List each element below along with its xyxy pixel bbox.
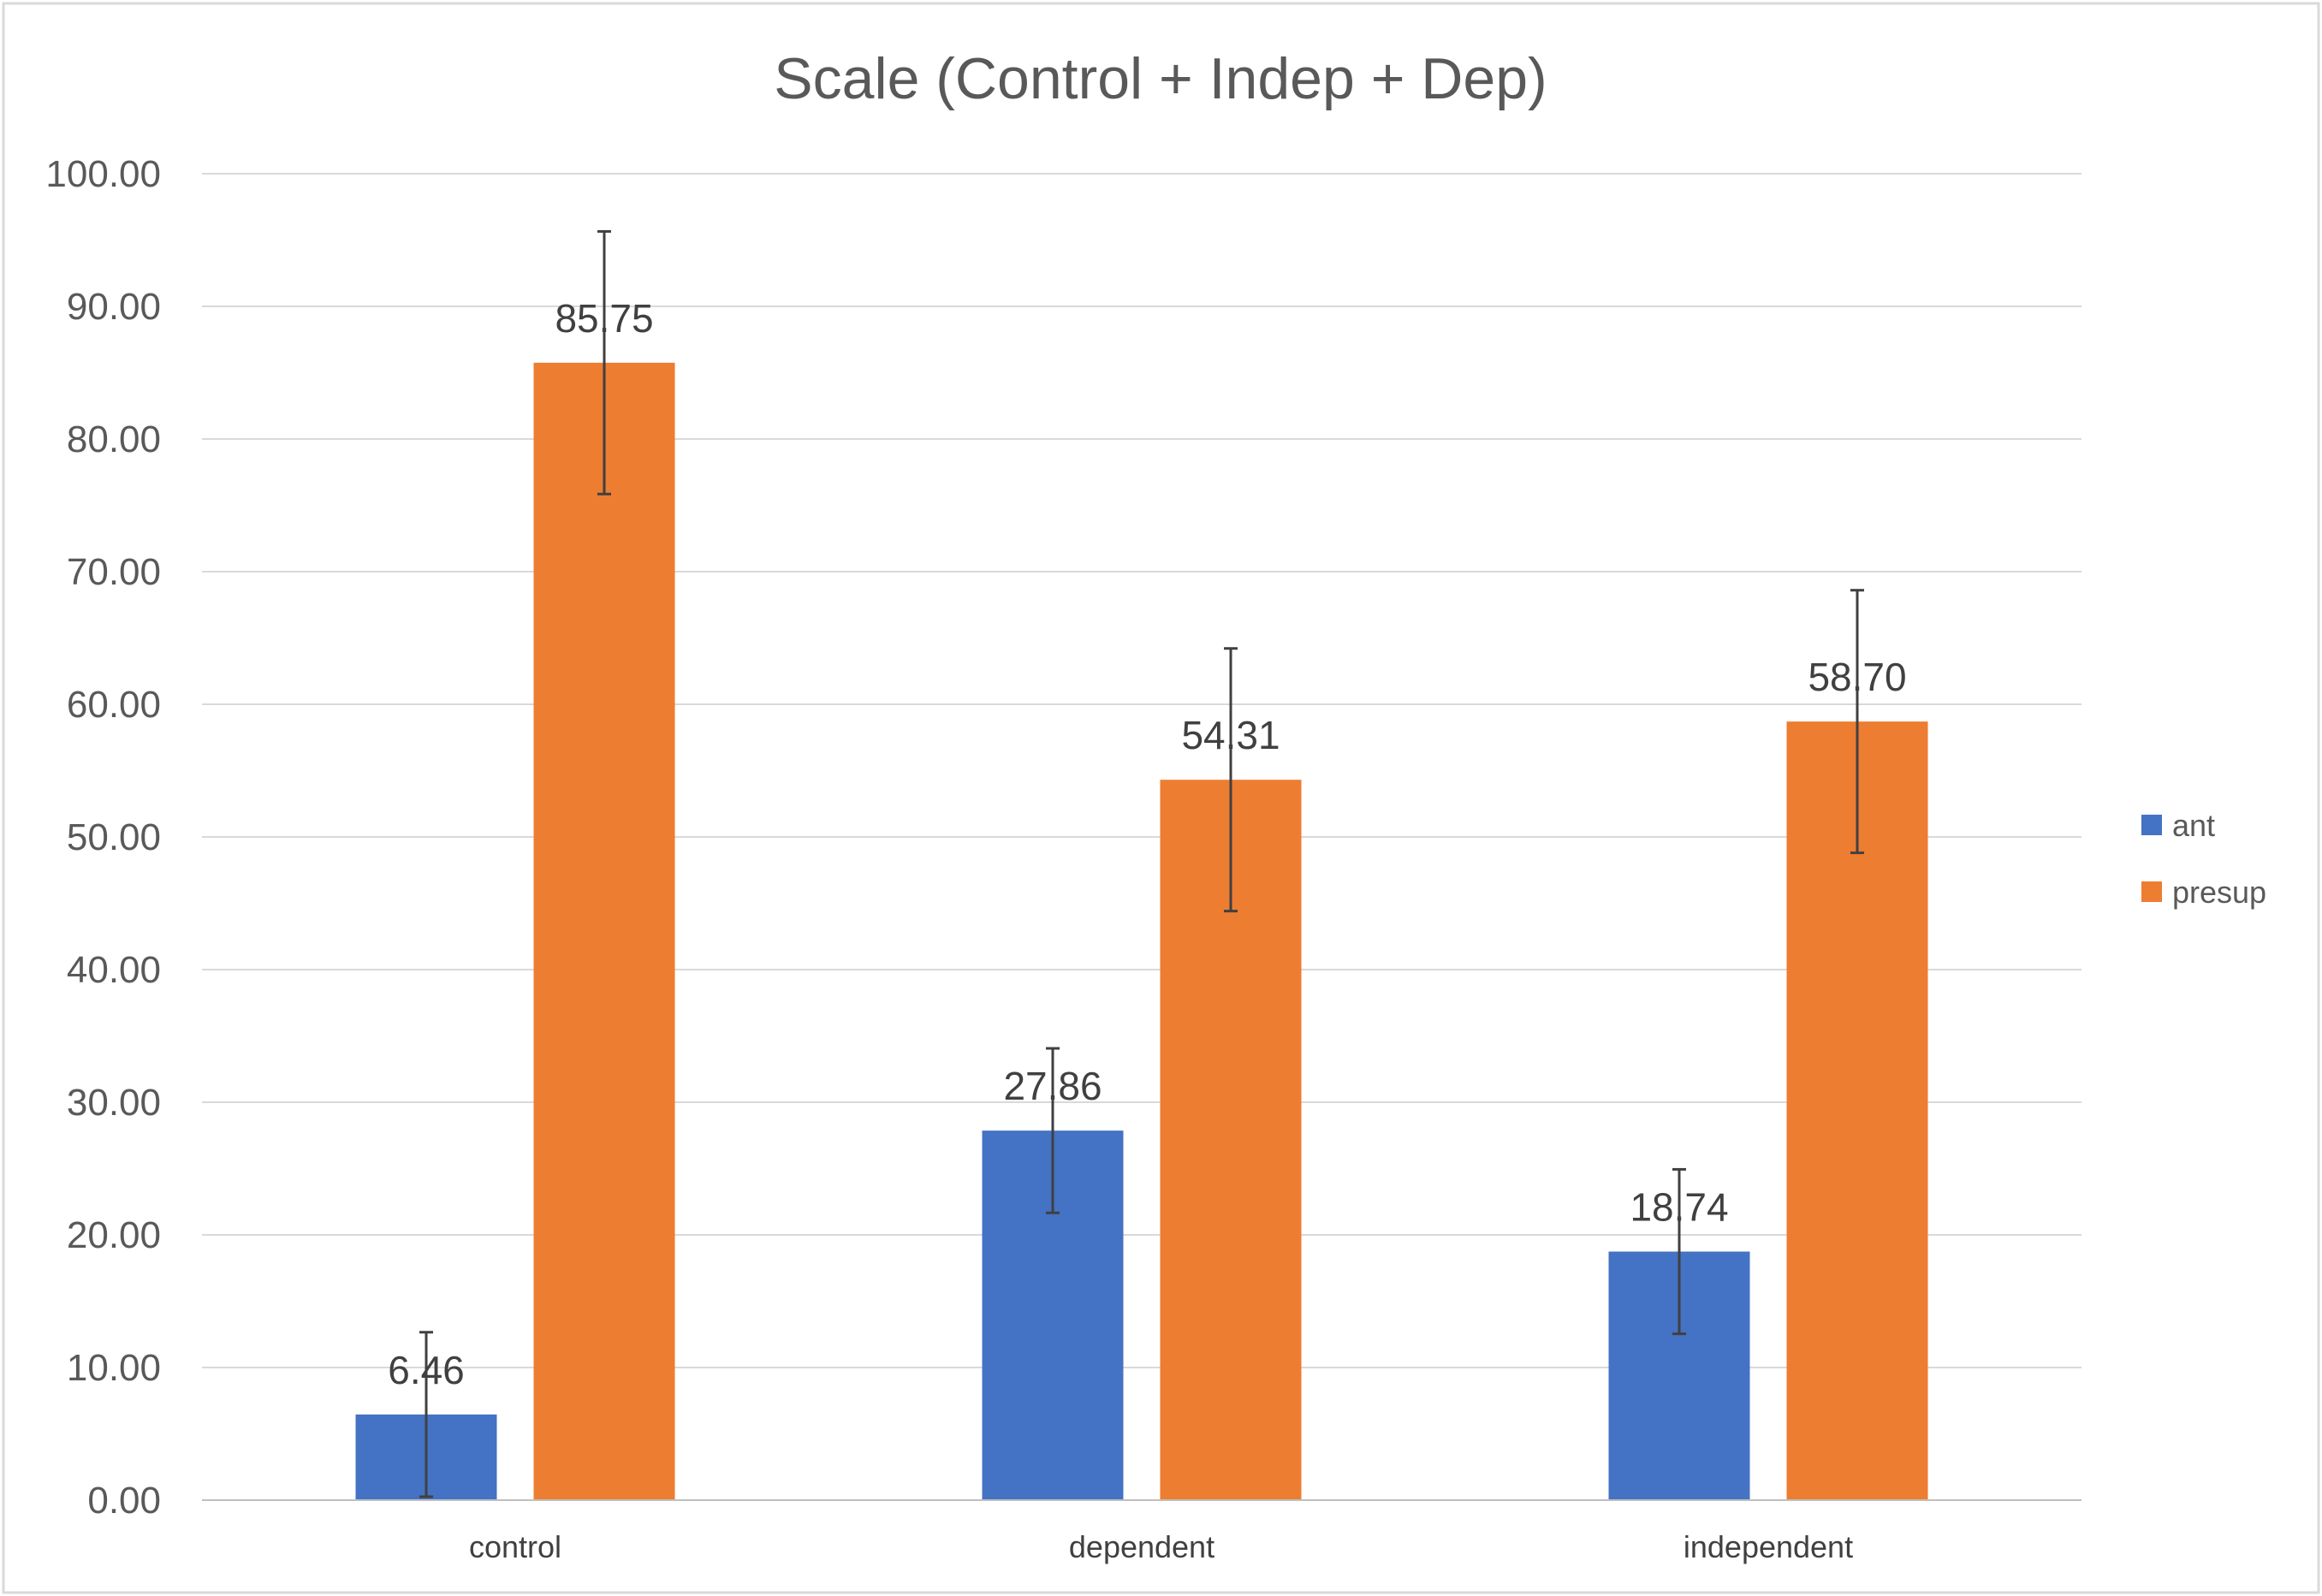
bar-presup-control xyxy=(533,362,675,1500)
y-tick-label: 80.00 xyxy=(67,418,161,460)
y-tick-label: 50.00 xyxy=(67,816,161,858)
y-tick-label: 40.00 xyxy=(67,949,161,991)
y-tick-label: 90.00 xyxy=(67,286,161,328)
chart-title: Scale (Control + Indep + Dep) xyxy=(774,46,1547,111)
x-category-label: dependent xyxy=(1069,1529,1214,1564)
legend-swatch-presup xyxy=(2141,881,2162,902)
x-category-label: control xyxy=(469,1529,561,1564)
y-tick-label: 30.00 xyxy=(67,1082,161,1124)
legend-label-presup: presup xyxy=(2172,875,2266,910)
legend-swatch-ant xyxy=(2141,815,2162,835)
legend-label-ant: ant xyxy=(2172,808,2215,843)
y-tick-label: 60.00 xyxy=(67,684,161,726)
y-axis-tick-labels: 0.00 10.00 20.00 30.00 40.00 50.00 60.00 70.00 8… xyxy=(45,153,161,1522)
data-label-presup-independent: 58.70 xyxy=(1808,655,1906,699)
data-label-presup-dependent: 54.31 xyxy=(1181,713,1280,757)
y-tick-label: 20.00 xyxy=(67,1214,161,1256)
data-label-ant-dependent: 27.86 xyxy=(1003,1064,1102,1108)
x-axis-category-labels: control dependent independent xyxy=(469,1529,1853,1564)
gridlines xyxy=(202,173,2081,1368)
legend: ant presup xyxy=(2141,808,2266,910)
x-category-label: independent xyxy=(1684,1529,1853,1564)
y-tick-label: 10.00 xyxy=(67,1347,161,1389)
data-label-ant-control: 6.46 xyxy=(388,1348,465,1392)
error-bars xyxy=(419,229,1864,1498)
data-labels: 6.46 85.75 27.86 54.31 18.74 58.70 xyxy=(388,296,1906,1392)
y-tick-label: 100.00 xyxy=(45,153,161,195)
y-tick-label: 70.00 xyxy=(67,551,161,593)
y-tick-label: 0.00 xyxy=(87,1480,161,1522)
data-label-presup-control: 85.75 xyxy=(555,296,653,341)
data-label-ant-independent: 18.74 xyxy=(1630,1185,1728,1230)
